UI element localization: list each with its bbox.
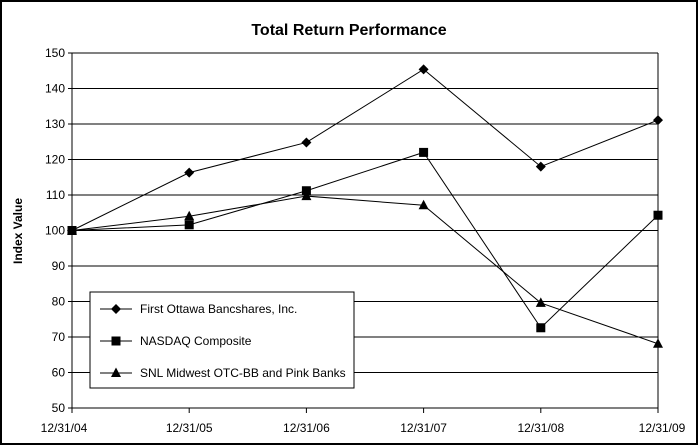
y-tick-label: 50	[52, 401, 66, 415]
y-tick-label: 150	[45, 46, 65, 60]
x-tick-label: 12/31/06	[283, 421, 330, 435]
series-line	[71, 151, 659, 329]
legend-diamond-marker	[111, 304, 121, 314]
triangle-point	[418, 199, 429, 210]
y-tick-label: 140	[45, 82, 65, 96]
series-line	[71, 195, 659, 345]
y-tick-label: 80	[52, 295, 66, 309]
triangle-point	[67, 225, 77, 235]
x-tick-label: 12/31/09	[639, 421, 686, 435]
diamond-point	[535, 161, 546, 172]
x-tick-label: 12/31/08	[517, 421, 564, 435]
series-line	[71, 68, 659, 231]
series-triangle	[67, 190, 663, 348]
triangle-point	[184, 210, 195, 221]
legend-label: SNL Midwest OTC-BB and Pink Banks	[140, 366, 346, 380]
square-point	[536, 323, 546, 333]
legend-square-marker	[111, 336, 121, 346]
legend: First Ottawa Bancshares, Inc. NASDAQ Comp…	[89, 291, 355, 389]
triangle-point	[535, 297, 546, 307]
y-tick-label: 110	[46, 188, 65, 202]
x-tick-labels: 12/31/04 12/31/05 12/31/06 12/31/07 12/31/08…	[41, 421, 686, 435]
x-tick-label: 12/31/07	[400, 421, 447, 435]
y-axis-label: Index Value	[11, 198, 25, 264]
triangle-point	[653, 338, 663, 348]
square-point	[184, 220, 194, 230]
series-diamond	[67, 64, 663, 236]
diamond-point	[653, 115, 663, 126]
y-tick-label: 120	[45, 153, 65, 167]
x-tick-label: 12/31/05	[166, 421, 213, 435]
data-series	[67, 64, 663, 348]
y-tick-labels: 50 60 70 80 90 100 110 120 130 140 150	[45, 46, 65, 415]
legend-label: First Ottawa Bancshares, Inc.	[140, 302, 297, 316]
diamond-point	[184, 167, 195, 178]
square-point	[419, 147, 429, 157]
legend-box	[89, 291, 355, 389]
y-tick-label: 130	[45, 117, 65, 131]
diamond-point	[418, 64, 429, 75]
legend-triangle-marker	[111, 367, 121, 377]
y-tick-label: 60	[52, 366, 66, 380]
y-tick-label: 90	[52, 259, 66, 273]
chart-title: Total Return Performance	[251, 22, 446, 39]
legend-label: NASDAQ Composite	[140, 334, 252, 348]
triangle-point	[301, 190, 312, 201]
x-tick-label: 12/31/04	[41, 421, 88, 435]
y-tick-label: 100	[45, 224, 65, 238]
diamond-point	[301, 137, 312, 148]
square-point	[653, 210, 663, 220]
y-tick-label: 70	[52, 330, 66, 344]
